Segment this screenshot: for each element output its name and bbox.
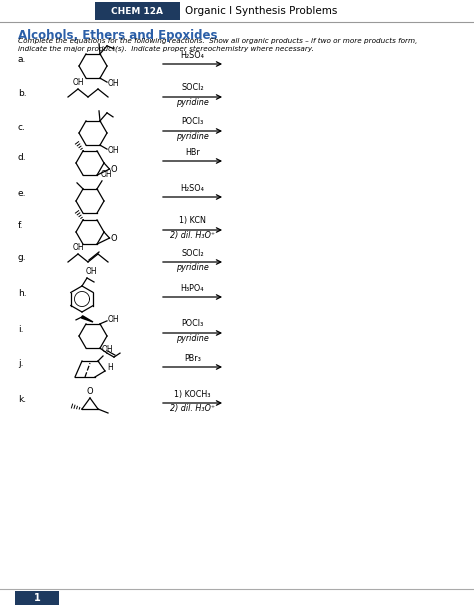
Text: OH: OH — [102, 345, 114, 354]
Text: d.: d. — [18, 153, 27, 161]
Text: O: O — [110, 234, 117, 243]
Text: c.: c. — [18, 123, 26, 132]
Text: OH: OH — [72, 78, 84, 87]
Text: 1: 1 — [34, 593, 40, 603]
Text: h.: h. — [18, 289, 27, 297]
Text: pyridine: pyridine — [176, 98, 209, 107]
Text: POCl₃: POCl₃ — [182, 118, 204, 126]
Text: OH: OH — [101, 170, 113, 179]
Text: PBr₃: PBr₃ — [184, 354, 201, 363]
Text: f.: f. — [18, 221, 24, 230]
Bar — [95, 2, 180, 20]
Text: O: O — [110, 164, 117, 173]
Text: SOCl₂: SOCl₂ — [181, 248, 204, 257]
Text: pyridine: pyridine — [176, 132, 209, 141]
Text: H: H — [107, 364, 113, 373]
Text: OH: OH — [108, 146, 119, 154]
Text: O: O — [87, 387, 93, 396]
Text: b.: b. — [18, 88, 27, 97]
Text: i.: i. — [18, 324, 24, 333]
Text: HBr: HBr — [185, 148, 200, 157]
Text: OH: OH — [86, 267, 98, 276]
Text: 1) KOCH₃: 1) KOCH₃ — [174, 389, 211, 398]
Text: Organic I Synthesis Problems: Organic I Synthesis Problems — [185, 6, 337, 16]
Text: a.: a. — [18, 56, 27, 64]
Text: k.: k. — [18, 395, 26, 403]
Text: g.: g. — [18, 254, 27, 262]
Text: indicate the major product(s).  Indicate proper stereochemistry where necessary.: indicate the major product(s). Indicate … — [18, 45, 314, 51]
Text: 2) dil. H₃O⁺: 2) dil. H₃O⁺ — [170, 231, 215, 240]
Text: e.: e. — [18, 189, 27, 197]
Polygon shape — [82, 316, 93, 322]
Text: SOCl₂: SOCl₂ — [181, 83, 204, 93]
Text: pyridine: pyridine — [176, 334, 209, 343]
Text: OH: OH — [108, 315, 119, 324]
Text: 2) dil. H₃O⁺: 2) dil. H₃O⁺ — [170, 404, 215, 413]
Text: j.: j. — [18, 359, 24, 368]
Text: Complete the equations for the following reactions.  Show all organic products –: Complete the equations for the following… — [18, 38, 418, 44]
Text: H₂SO₄: H₂SO₄ — [181, 51, 204, 60]
Text: H₂SO₄: H₂SO₄ — [181, 184, 204, 193]
Bar — [15, 591, 59, 605]
Text: pyridine: pyridine — [176, 263, 209, 272]
Text: H₃PO₄: H₃PO₄ — [181, 284, 204, 293]
Text: POCl₃: POCl₃ — [182, 319, 204, 329]
Text: Alcohols, Ethers and Epoxides: Alcohols, Ethers and Epoxides — [18, 29, 218, 42]
Text: OH: OH — [72, 243, 84, 252]
Text: 1) KCN: 1) KCN — [179, 216, 206, 226]
Text: CHEM 12A: CHEM 12A — [111, 7, 163, 15]
Text: OH: OH — [108, 78, 119, 88]
